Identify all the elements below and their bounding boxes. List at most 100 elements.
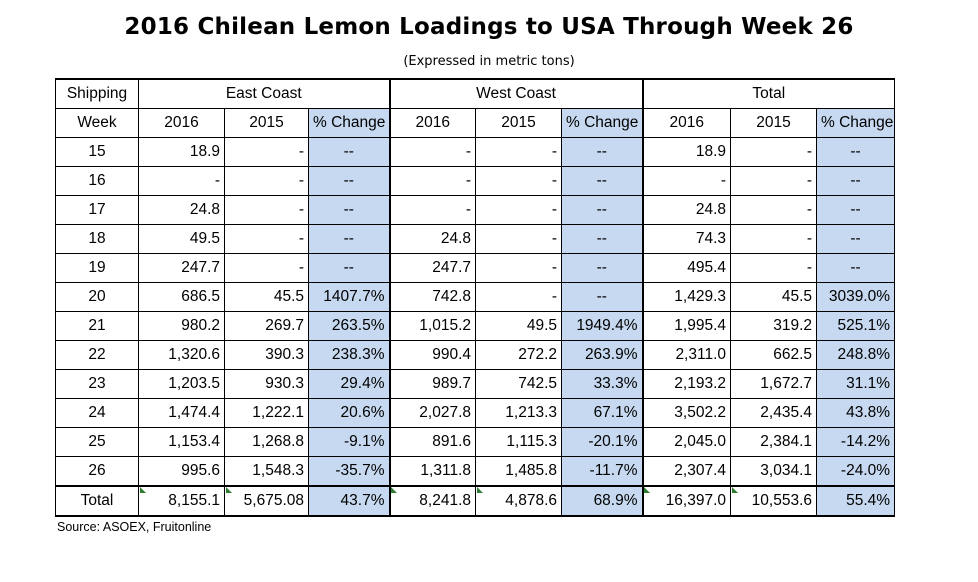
total-pct-cell: 525.1% <box>816 311 896 341</box>
west-pct-cell: -- <box>560 137 644 167</box>
east-pct-cell: 20.6% <box>308 398 391 428</box>
total-2016-cell: 1,995.4 <box>642 311 732 341</box>
header-total-pct: % Change <box>816 108 896 138</box>
total-2015-cell: 10,553.6 <box>730 485 818 517</box>
west-2015-cell: - <box>475 282 562 312</box>
total-2015-cell: 45.5 <box>730 282 818 312</box>
east-pct-cell: -35.7% <box>308 456 391 487</box>
table-row: 21 980.2 269.7 263.5% 1,015.2 49.5 1949.4% 1,99… <box>55 311 896 341</box>
cell-indicator-icon <box>390 487 397 493</box>
west-pct-cell: -11.7% <box>560 456 644 487</box>
total-2016-cell: 2,193.2 <box>642 369 732 399</box>
east-pct-cell: -- <box>308 224 391 254</box>
west-2016-cell: 247.7 <box>389 253 476 283</box>
table-row: 22 1,320.6 390.3 238.3% 990.4 272.2 263.9% 2,31… <box>55 340 896 370</box>
west-pct-cell: 1949.4% <box>560 311 644 341</box>
east-2015-cell: 1,268.8 <box>224 427 309 457</box>
total-pct-cell: 55.4% <box>816 485 896 517</box>
total-pct-cell: -- <box>816 253 896 283</box>
east-2015-cell: - <box>224 137 309 167</box>
total-2015-cell: - <box>730 224 818 254</box>
west-pct-cell: 68.9% <box>560 485 644 517</box>
week-cell: 15 <box>55 137 139 167</box>
west-2016-cell: - <box>389 166 476 196</box>
week-cell: 20 <box>55 282 139 312</box>
week-cell: 22 <box>55 340 139 370</box>
page-subtitle: (Expressed in metric tons) <box>403 54 575 69</box>
header-east-coast: East Coast <box>138 78 391 109</box>
header-east-pct: % Change <box>308 108 391 138</box>
west-pct-cell: -- <box>560 166 644 196</box>
east-pct-cell: 263.5% <box>308 311 391 341</box>
east-pct-cell: -- <box>308 166 391 196</box>
total-pct-cell: -- <box>816 195 896 225</box>
header-shipping: Shipping <box>55 78 139 109</box>
west-2016-cell: 891.6 <box>389 427 476 457</box>
total-2015-cell: - <box>730 137 818 167</box>
table-row: 15 18.9- -- - - -- 18.9- -- <box>55 137 896 167</box>
east-pct-cell: -- <box>308 195 391 225</box>
west-2015-cell: - <box>475 195 562 225</box>
west-2015-cell: 1,485.8 <box>475 456 562 487</box>
total-2016-cell: 495.4 <box>642 253 732 283</box>
table-row: 26 995.6 1,548.3 -35.7% 1,311.8 1,485.8 -11.7%… <box>55 456 896 487</box>
header-total-2015: 2015 <box>730 108 818 138</box>
west-2016-cell: 1,311.8 <box>389 456 476 487</box>
table-row: 24 1,474.4 1,222.1 20.6% 2,027.8 1,213.3 67.1%… <box>55 398 896 428</box>
west-2016-cell: 989.7 <box>389 369 476 399</box>
west-pct-cell: -- <box>560 282 644 312</box>
total-2015-cell: 662.5 <box>730 340 818 370</box>
table-row: 25 1,153.4 1,268.8 -9.1% 891.6 1,115.3 -20.1% 2… <box>55 427 896 457</box>
west-2015-cell: 1,213.3 <box>475 398 562 428</box>
east-2016-cell: 18.9 <box>138 137 225 167</box>
total-2016-cell: 74.3 <box>642 224 732 254</box>
west-2016-cell: 24.8 <box>389 224 476 254</box>
total-pct-cell: -- <box>816 137 896 167</box>
header-west-pct: % Change <box>560 108 644 138</box>
table-row: 19 247.7- -- 247.7- -- 495.4- -- <box>55 253 896 283</box>
header-total-2016: 2016 <box>642 108 732 138</box>
header-west-2016: 2016 <box>389 108 476 138</box>
week-cell: 26 <box>55 456 139 487</box>
total-pct-cell: 248.8% <box>816 340 896 370</box>
east-pct-cell: -- <box>308 137 391 167</box>
east-pct-cell: -- <box>308 253 391 283</box>
week-cell: Total <box>55 485 139 517</box>
west-2015-cell: 49.5 <box>475 311 562 341</box>
east-pct-cell: 29.4% <box>308 369 391 399</box>
week-cell: 16 <box>55 166 139 196</box>
east-2016-cell: 1,203.5 <box>138 369 225 399</box>
east-2016-cell: 995.6 <box>138 456 225 487</box>
table-row: 18 49.5- -- 24.8- -- 74.3- -- <box>55 224 896 254</box>
west-2015-cell: 742.5 <box>475 369 562 399</box>
west-pct-cell: 67.1% <box>560 398 644 428</box>
total-pct-cell: 43.8% <box>816 398 896 428</box>
source-note: Source: ASOEX, Fruitonline <box>57 520 212 534</box>
east-2016-cell: 1,320.6 <box>138 340 225 370</box>
header-total: Total <box>642 78 896 109</box>
cell-indicator-icon <box>225 487 232 493</box>
east-2016-cell: 24.8 <box>138 195 225 225</box>
header-west-coast: West Coast <box>388 78 644 109</box>
east-2016-cell: 686.5 <box>138 282 225 312</box>
total-2015-cell: - <box>730 253 818 283</box>
west-pct-cell: -- <box>560 195 644 225</box>
total-2016-cell: 18.9 <box>642 137 732 167</box>
header-week: Week <box>55 108 139 138</box>
east-pct-cell: 238.3% <box>308 340 391 370</box>
east-2015-cell: 1,222.1 <box>224 398 309 428</box>
table-row: 20 686.5 45.5 1407.7% 742.8- -- 1,429.3 45.5 303… <box>55 282 896 312</box>
east-2016-cell: 247.7 <box>138 253 225 283</box>
total-pct-cell: 31.1% <box>816 369 896 399</box>
page-title: 2016 Chilean Lemon Loadings to USA Throu… <box>124 14 854 40</box>
west-pct-cell: 33.3% <box>560 369 644 399</box>
east-2015-cell: 1,548.3 <box>224 456 309 487</box>
total-2016-cell: 2,045.0 <box>642 427 732 457</box>
east-2016-cell: 980.2 <box>138 311 225 341</box>
week-cell: 19 <box>55 253 139 283</box>
west-2015-cell: 1,115.3 <box>475 427 562 457</box>
west-2015-cell: - <box>475 137 562 167</box>
total-2016-cell: 3,502.2 <box>642 398 732 428</box>
east-2015-cell: - <box>224 195 309 225</box>
week-cell: 25 <box>55 427 139 457</box>
